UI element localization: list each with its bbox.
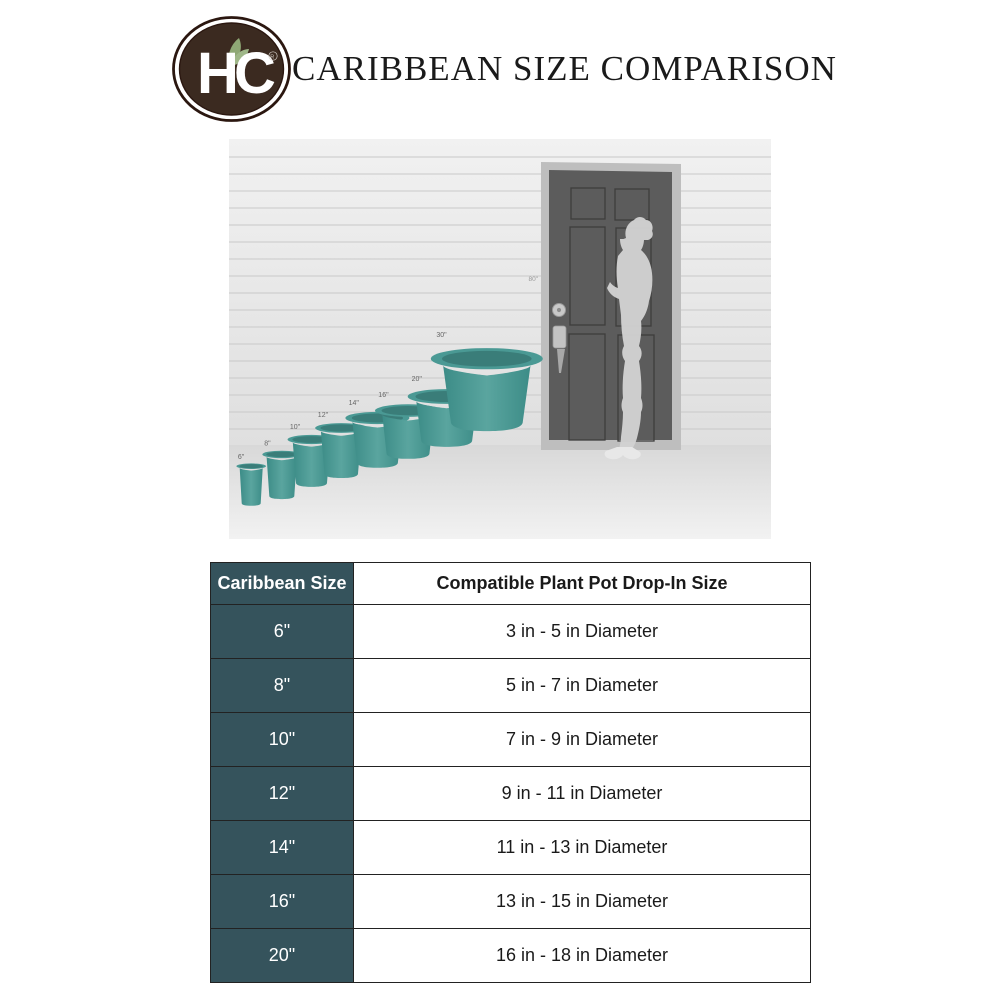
svg-text:12": 12" [318,412,329,419]
svg-text:C: C [234,41,276,106]
svg-text:R: R [270,55,274,61]
svg-text:20": 20" [412,376,423,383]
svg-text:14": 14" [349,400,360,407]
svg-text:16": 16" [378,392,389,399]
svg-text:30": 30" [436,332,447,339]
svg-text:8": 8" [264,441,271,448]
svg-text:80": 80" [528,276,538,283]
svg-text:H: H [197,41,239,106]
svg-text:10": 10" [290,424,301,431]
svg-text:6": 6" [238,454,245,461]
